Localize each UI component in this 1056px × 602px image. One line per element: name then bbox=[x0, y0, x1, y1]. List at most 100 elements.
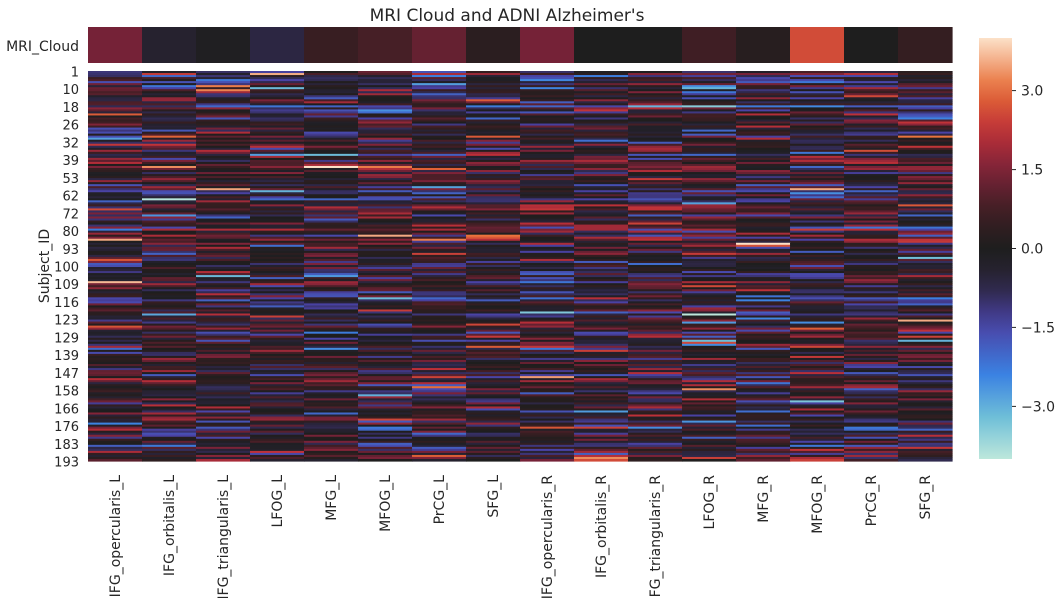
subject-cell bbox=[628, 438, 683, 442]
subject-cell bbox=[520, 184, 575, 187]
subject-cell bbox=[250, 440, 305, 444]
subject-cell bbox=[520, 303, 575, 306]
column-tick-label: IFG_triangularis_R bbox=[648, 475, 664, 598]
subject-cell bbox=[790, 79, 845, 82]
subject-cell bbox=[844, 252, 899, 256]
subject-cell bbox=[628, 244, 683, 248]
subject-cell bbox=[520, 432, 575, 436]
subject-cell bbox=[682, 210, 737, 214]
subject-cell bbox=[682, 329, 737, 333]
subject-cell bbox=[196, 153, 251, 157]
subject-cell bbox=[466, 228, 521, 232]
subject-cell bbox=[574, 333, 629, 337]
subject-cell bbox=[682, 244, 737, 248]
subject-cell bbox=[574, 182, 629, 185]
subject-cell bbox=[520, 131, 575, 135]
subject-cell bbox=[412, 279, 467, 282]
subject-cell bbox=[304, 398, 359, 401]
subject-cell bbox=[682, 315, 737, 319]
subject-cell bbox=[736, 366, 791, 369]
subject-cell bbox=[898, 426, 953, 430]
subject-cell bbox=[466, 87, 521, 90]
subject-cell bbox=[196, 236, 251, 240]
subject-cell bbox=[844, 345, 899, 349]
subject-cell bbox=[250, 170, 305, 173]
subject-cell bbox=[142, 163, 197, 167]
subject-cell bbox=[628, 337, 683, 341]
subject-cell bbox=[196, 248, 251, 252]
y-axis-label: Subject_ID bbox=[37, 229, 53, 303]
subject-cell bbox=[898, 400, 953, 403]
subject-cell bbox=[196, 77, 251, 80]
subject-cell bbox=[520, 216, 575, 220]
subject-cell bbox=[736, 456, 791, 460]
subject-cell bbox=[736, 147, 791, 151]
subject-cell bbox=[628, 291, 683, 294]
subject-cell bbox=[88, 143, 143, 147]
subject-cell bbox=[358, 141, 413, 145]
subject-cell bbox=[250, 109, 305, 113]
subject-cell bbox=[574, 250, 629, 254]
subject-cell bbox=[88, 430, 143, 434]
subject-cell bbox=[682, 192, 737, 195]
subject-cell bbox=[736, 333, 791, 337]
subject-cell bbox=[250, 291, 305, 294]
subject-cell bbox=[412, 117, 467, 121]
subject-cell bbox=[628, 202, 683, 205]
subject-cell bbox=[304, 400, 359, 403]
subject-cell bbox=[682, 380, 737, 383]
subject-cell bbox=[736, 81, 791, 84]
subject-cell bbox=[736, 252, 791, 256]
subject-cell bbox=[304, 206, 359, 210]
subject-cell bbox=[520, 71, 575, 74]
subject-cell bbox=[466, 382, 521, 385]
subject-cell bbox=[682, 424, 737, 428]
subject-cell bbox=[790, 206, 845, 210]
subject-cell bbox=[574, 418, 629, 422]
subject-cell bbox=[88, 83, 143, 86]
subject-cell bbox=[574, 361, 629, 365]
subject-cell bbox=[304, 117, 359, 121]
subject-cell bbox=[142, 327, 197, 331]
subject-cell bbox=[358, 345, 413, 349]
subject-cell bbox=[358, 341, 413, 345]
subject-cell bbox=[898, 212, 953, 216]
subject-cell bbox=[790, 242, 845, 246]
subject-cell bbox=[628, 303, 683, 306]
subject-cell bbox=[790, 220, 845, 224]
subject-cell bbox=[520, 323, 575, 327]
subject-cell bbox=[466, 273, 521, 276]
subject-cell bbox=[196, 172, 251, 175]
subject-cell bbox=[520, 190, 575, 193]
subject-cell bbox=[520, 333, 575, 337]
subject-cell bbox=[466, 390, 521, 393]
subject-cell bbox=[790, 444, 845, 448]
subject-cell bbox=[304, 359, 359, 363]
subject-cell bbox=[358, 382, 413, 385]
subject-cell bbox=[574, 151, 629, 155]
subject-cell bbox=[790, 343, 845, 347]
subject-cell bbox=[520, 335, 575, 339]
subject-cell bbox=[412, 432, 467, 436]
subject-cell bbox=[412, 89, 467, 92]
subject-cell bbox=[304, 269, 359, 272]
subject-cell bbox=[682, 77, 737, 80]
subject-cell bbox=[628, 406, 683, 410]
subject-cell bbox=[574, 206, 629, 210]
subject-cell bbox=[196, 430, 251, 434]
subject-cell bbox=[142, 73, 197, 76]
subject-cell bbox=[142, 196, 197, 199]
subject-cell bbox=[196, 159, 251, 163]
subject-cell bbox=[412, 105, 467, 108]
subject-cell bbox=[844, 390, 899, 393]
subject-cell bbox=[628, 333, 683, 337]
subject-cell bbox=[142, 422, 197, 426]
subject-cell bbox=[250, 351, 305, 355]
subject-cell bbox=[466, 450, 521, 454]
subject-cell bbox=[88, 178, 143, 181]
subject-cell bbox=[250, 186, 305, 189]
subject-cell bbox=[574, 236, 629, 240]
subject-cell bbox=[142, 262, 197, 266]
subject-cell bbox=[574, 210, 629, 214]
subject-cell bbox=[682, 307, 737, 311]
